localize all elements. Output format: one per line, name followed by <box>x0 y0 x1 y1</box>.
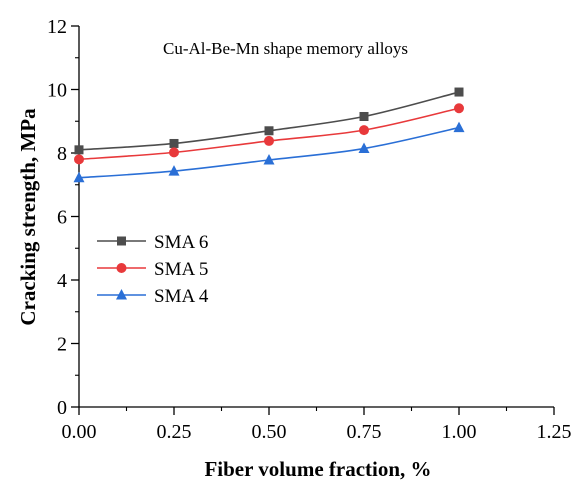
legend-label-sma-4: SMA 4 <box>154 286 209 307</box>
series-layer <box>73 87 465 183</box>
y-tick-label: 2 <box>57 334 67 356</box>
data-point-sma-6 <box>169 138 179 148</box>
y-axis-title: Cracking strength, MPa <box>16 108 40 326</box>
data-point-sma-6 <box>359 111 369 121</box>
x-tick-label: 0.25 <box>157 421 192 443</box>
data-point-sma-6 <box>74 145 84 155</box>
x-tick-label: 1.00 <box>442 421 477 443</box>
y-tick-label: 8 <box>57 143 67 165</box>
x-axis-title: Fiber volume fraction, % <box>204 457 431 481</box>
data-point-sma-5 <box>74 154 84 165</box>
legend-label-sma-5: SMA 5 <box>154 259 208 280</box>
data-point-sma-5 <box>454 103 464 114</box>
data-point-sma-5 <box>169 147 179 158</box>
x-tick-label: 0.00 <box>62 421 97 443</box>
y-tick-label: 10 <box>47 80 67 102</box>
legend-marker-sma-6 <box>117 236 126 246</box>
data-point-sma-5 <box>264 135 274 146</box>
chart-annotation: Cu-Al-Be-Mn shape memory alloys <box>163 39 408 58</box>
x-tick-label: 0.75 <box>347 421 382 443</box>
y-tick-label: 12 <box>47 16 67 38</box>
y-tick-label: 0 <box>57 397 67 419</box>
axes: 0.00 0.25 0.50 0.75 1.00 1.25 0 2 4 6 8 10 12 <box>47 16 572 443</box>
legend-label-sma-6: SMA 6 <box>154 232 208 253</box>
data-point-sma-4 <box>358 142 370 154</box>
data-point-sma-4 <box>73 171 85 183</box>
data-point-sma-4 <box>263 153 275 165</box>
x-tick-label: 0.50 <box>252 421 287 443</box>
data-point-sma-4 <box>168 165 180 176</box>
legend-marker-sma-4 <box>116 289 127 300</box>
data-point-sma-4 <box>453 121 465 133</box>
y-tick-label: 4 <box>57 270 67 292</box>
legend-marker-sma-5 <box>116 263 127 273</box>
data-point-sma-5 <box>359 125 369 136</box>
x-tick-label: 1.25 <box>537 421 572 443</box>
legend: SMA 6 SMA 5 SMA 4 <box>97 232 209 307</box>
data-point-sma-6 <box>264 126 274 136</box>
data-point-sma-6 <box>454 87 464 97</box>
y-tick-label: 6 <box>57 207 67 229</box>
